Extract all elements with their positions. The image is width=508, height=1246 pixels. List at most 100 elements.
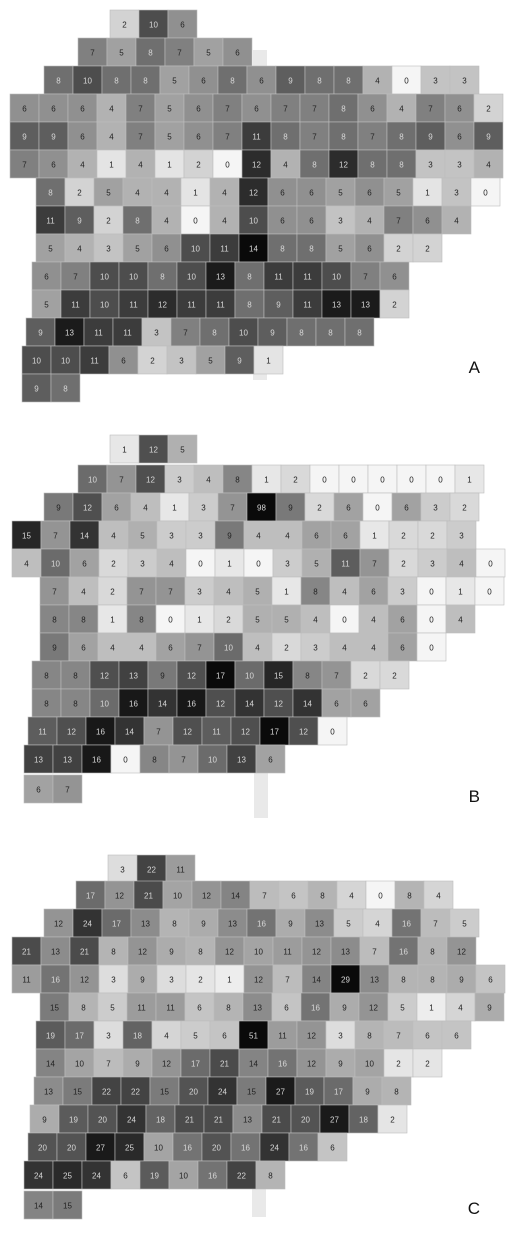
grid-cell-value: 1 [193,189,198,198]
grid-cell-value: 10 [100,700,109,709]
grid-cell-value: 6 [51,105,56,114]
grid-cell-value: 3 [140,560,145,569]
grid-cell [69,548,100,578]
grid-cell-value: 4 [371,616,376,625]
grid-cell-value: 5 [338,189,343,198]
grid-cell [412,1048,443,1078]
grid-cell-value: 6 [268,756,273,765]
grid-cell [321,289,352,319]
grid-cell-value: 4 [367,217,372,226]
grid-cell-value: 11 [137,1004,146,1013]
grid-cell-value: 6 [371,588,376,597]
grid-cell [136,854,167,884]
grid-cell-value: 12 [183,728,192,737]
grid-cell-value: 6 [51,161,56,170]
grid-cell-value: 4 [135,189,140,198]
grid-cell [125,121,156,151]
grid-cell-value: 4 [139,644,144,653]
grid-cell-value: 5 [255,588,260,597]
grid-cell [97,604,128,634]
grid-cell [143,1132,174,1162]
grid-cell [23,1160,54,1190]
grid-cell-value: 4 [342,588,347,597]
grid-cell-value: 7 [183,329,188,338]
grid-cell-value: 10 [191,245,200,254]
grid-cell [449,65,480,95]
grid-cell-value: 12 [54,920,63,929]
grid-cell-value: 0 [438,476,443,485]
grid-cell-value: 7 [428,105,433,114]
grid-cell [261,1104,292,1134]
grid-cell-value: 0 [322,476,327,485]
grid-cell [330,520,361,550]
grid-cell-value: 9 [227,532,232,541]
grid-cell-value: 4 [24,560,29,569]
grid-cell [205,660,236,690]
grid-cell-value: 7 [106,1060,111,1069]
grid-cell [56,716,87,746]
grid-cell [120,1076,151,1106]
panel-a-grid: 2 10 67 5 8 7 5 68 10 8 8 5 6 8 6 9 8 8 4 0 3 36 6 6 4 7 5 6 7 6 7 7 8 6 4… [9,9,504,403]
grid-cell [296,177,327,207]
grid-cell [91,1076,122,1106]
grid-cell-value: 10 [149,21,158,30]
grid-cell [328,93,359,123]
grid-cell-value: 13 [243,1116,252,1125]
grid-cell-value: 8 [312,161,317,170]
grid-cell-value: 3 [454,189,459,198]
grid-cell [50,345,81,375]
grid-cell [321,688,352,718]
grid-cell-value: 4 [80,161,85,170]
grid-cell-value: 13 [253,1004,262,1013]
grid-cell [315,317,346,347]
grid-cell-value: 7 [334,672,339,681]
grid-cell [108,345,139,375]
grid-cell-value: 17 [270,728,279,737]
grid-cell-value: 14 [80,532,89,541]
grid-cell-value: 8 [81,616,86,625]
grid-cell-value: 5 [400,1004,405,1013]
grid-cell [299,149,330,179]
grid-cell [391,908,422,938]
grid-cell-value: 4 [143,504,148,513]
grid-cell-value: 0 [330,728,335,737]
grid-cell [300,992,331,1022]
grid-cell [415,93,446,123]
grid-cell-value: 8 [430,948,435,957]
grid-cell-value: 0 [351,476,356,485]
grid-cell-value: 10 [173,892,182,901]
grid-cell [241,121,272,151]
grid-cell [168,744,199,774]
grid-cell-value: 2 [110,588,115,597]
grid-cell-value: 8 [357,329,362,338]
grid-cell-value: 7 [138,133,143,142]
grid-cell [242,632,273,662]
grid-cell [241,93,272,123]
grid-cell-value: 12 [202,892,211,901]
grid-cell-value: 4 [110,644,115,653]
grid-cell [249,880,280,910]
grid-cell [357,93,388,123]
grid-cell [122,1020,153,1050]
grid-cell-value: 8 [407,892,412,901]
grid-cell [213,992,244,1022]
grid-cell-value: 7 [90,49,95,58]
grid-cell-value: 24 [83,920,92,929]
grid-cell-value: 8 [114,77,119,86]
grid-cell [275,908,306,938]
grid-cell-value: 12 [249,189,258,198]
grid-cell-value: 8 [81,1004,86,1013]
grid-cell-value: 4 [458,1004,463,1013]
grid-cell-value: 4 [77,245,82,254]
grid-cell [241,149,272,179]
grid-cell-value: 12 [457,948,466,957]
grid-cell-value: 4 [222,217,227,226]
grid-cell-value: 6 [425,1032,430,1041]
grid-cell [412,177,443,207]
grid-cell [130,65,161,95]
grid-cell-value: 10 [51,560,60,569]
grid-cell-value: 3 [198,532,203,541]
grid-cell-value: 9 [52,644,57,653]
grid-cell-value: 6 [314,532,319,541]
grid-cell-value: 4 [342,644,347,653]
